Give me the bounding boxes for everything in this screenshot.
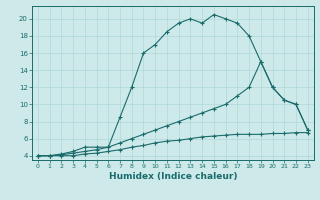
X-axis label: Humidex (Indice chaleur): Humidex (Indice chaleur) [108, 172, 237, 181]
